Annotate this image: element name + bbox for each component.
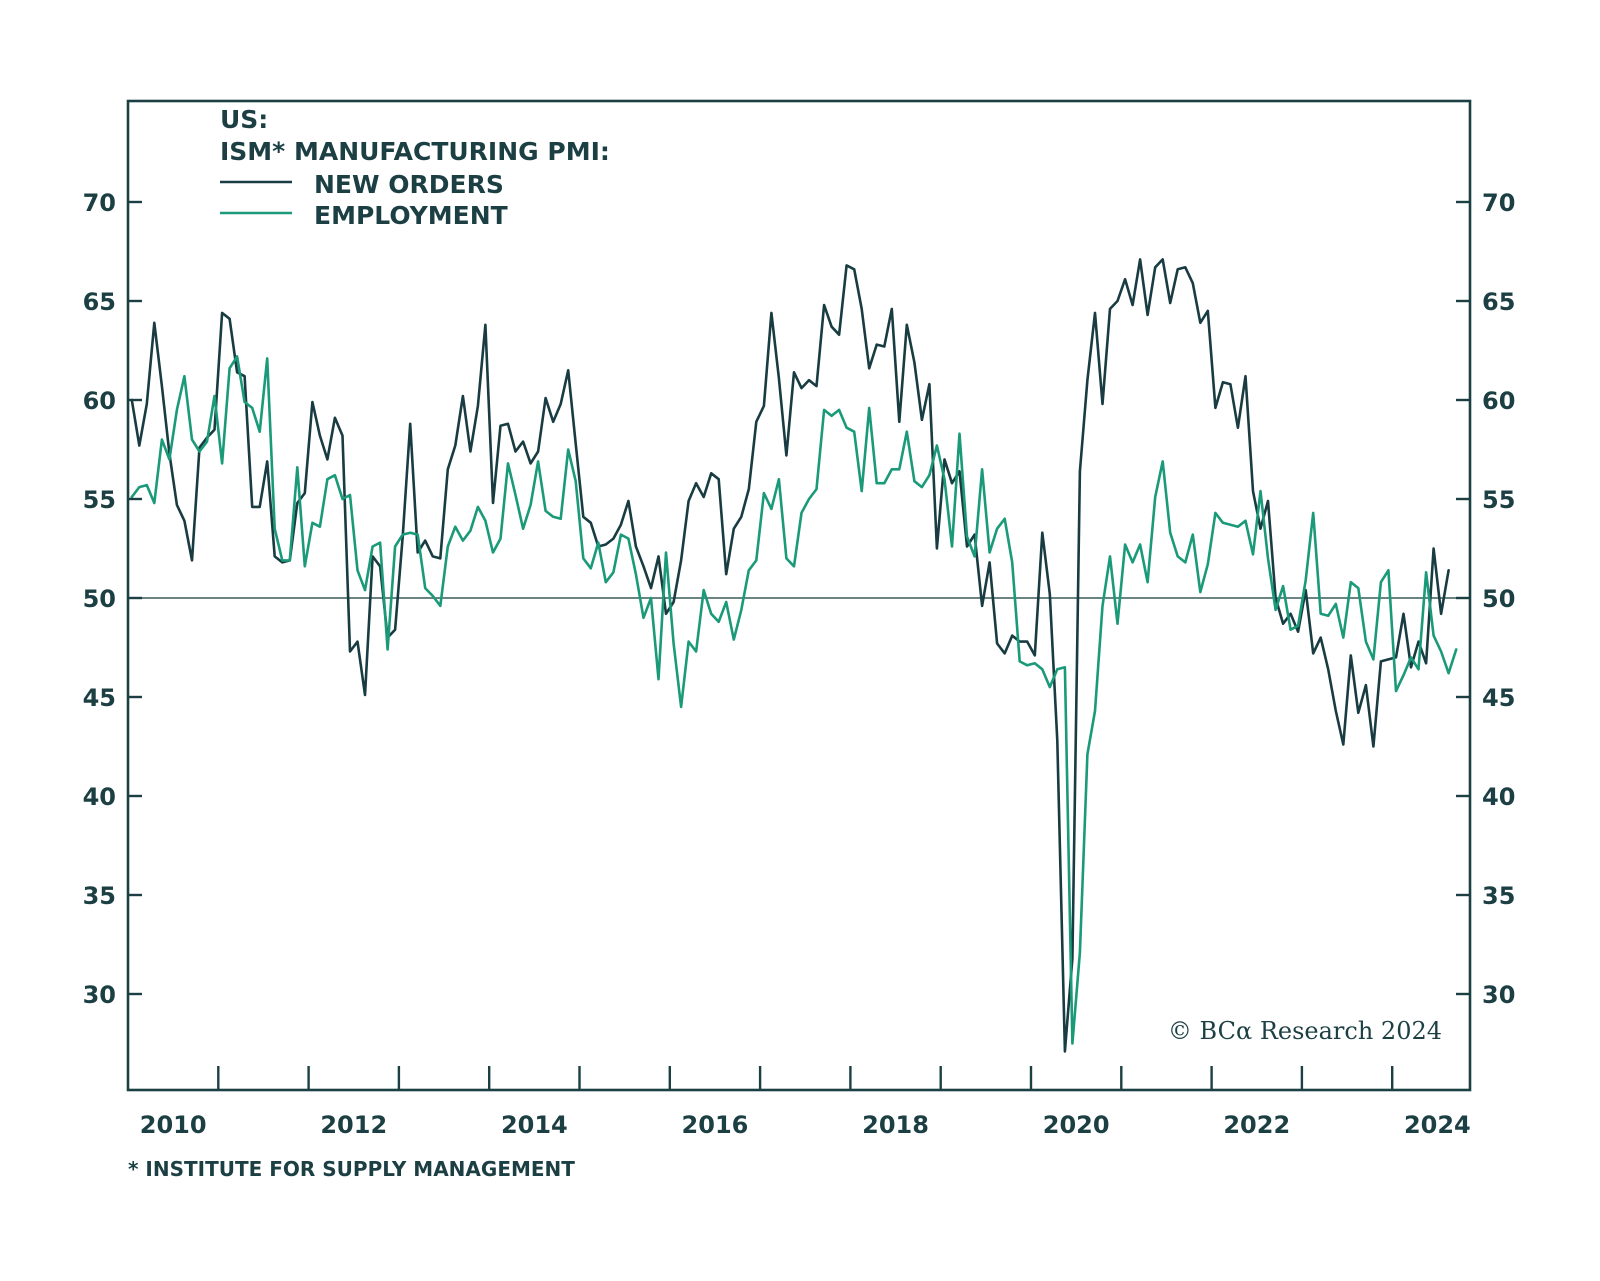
y-tick-label-right: 40 xyxy=(1482,783,1515,811)
y-tick-label-left: 50 xyxy=(83,585,116,613)
y-tick-label-right: 70 xyxy=(1482,189,1515,217)
x-axis: 2010 2012 2014 2016 2018 2020 2022 2024 xyxy=(140,1066,1471,1139)
y-tick-label-right: 35 xyxy=(1482,882,1515,910)
series-line-new-orders xyxy=(130,258,1450,1053)
y-tick-label-right: 30 xyxy=(1482,981,1515,1009)
y-axis-right: 30 35 40 45 50 55 60 65 70 xyxy=(1456,189,1515,1009)
x-tick-label: 2014 xyxy=(501,1111,568,1139)
legend-title-line1: US: xyxy=(220,105,268,134)
x-tick-label: 2020 xyxy=(1043,1111,1110,1139)
copyright-label: © BCα Research 2024 xyxy=(1168,1017,1442,1045)
x-tick-label: 2022 xyxy=(1223,1111,1290,1139)
y-tick-label-left: 30 xyxy=(83,981,116,1009)
y-tick-label-left: 60 xyxy=(83,387,116,415)
y-tick-label-right: 55 xyxy=(1482,486,1515,514)
y-tick-label-left: 40 xyxy=(83,783,116,811)
legend: US: ISM* MANUFACTURING PMI: NEW ORDERS E… xyxy=(220,105,610,230)
y-tick-label-right: 60 xyxy=(1482,387,1515,415)
y-tick-label-left: 45 xyxy=(83,684,116,712)
plot-frame xyxy=(126,99,1472,1092)
y-tick-label-left: 65 xyxy=(83,288,116,316)
x-tick-label: 2010 xyxy=(140,1111,207,1139)
y-axis-left: 30 35 40 45 50 55 60 65 70 xyxy=(83,189,142,1009)
y-tick-label-right: 45 xyxy=(1482,684,1515,712)
x-tick-label: 2024 xyxy=(1404,1111,1471,1139)
y-tick-label-left: 70 xyxy=(83,189,116,217)
y-tick-label-left: 55 xyxy=(83,486,116,514)
plot-border xyxy=(126,99,1472,1092)
legend-label-new-orders: NEW ORDERS xyxy=(314,170,504,199)
legend-title-line2: ISM* MANUFACTURING PMI: xyxy=(220,137,610,166)
y-tick-label-right: 50 xyxy=(1482,585,1515,613)
x-tick-label: 2018 xyxy=(862,1111,929,1139)
y-tick-label-left: 35 xyxy=(83,882,116,910)
series-lines xyxy=(130,258,1458,1053)
footnote: * INSTITUTE FOR SUPPLY MANAGEMENT xyxy=(128,1157,575,1181)
x-tick-label: 2012 xyxy=(320,1111,387,1139)
x-tick-label: 2016 xyxy=(682,1111,749,1139)
series-line-employment xyxy=(130,355,1458,1045)
legend-label-employment: EMPLOYMENT xyxy=(314,201,508,230)
y-tick-label-right: 65 xyxy=(1482,288,1515,316)
